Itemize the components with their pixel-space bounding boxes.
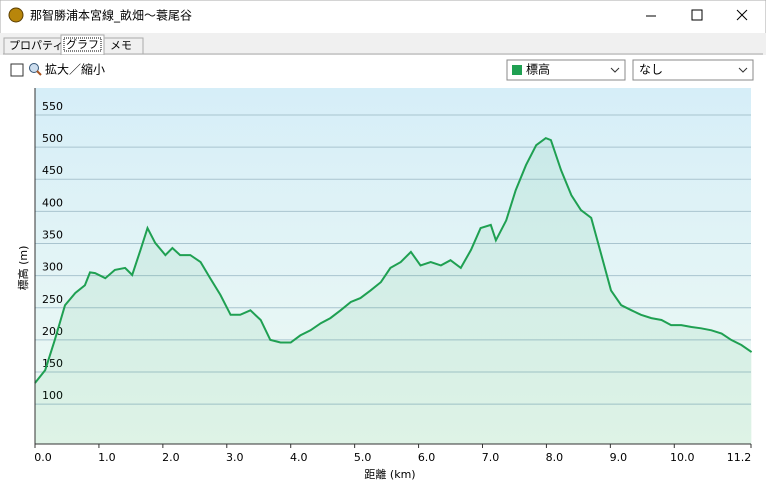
x-axis-label: 距離 (km) bbox=[364, 467, 415, 481]
y-tick-label: 550 bbox=[42, 100, 63, 113]
checkbox[interactable] bbox=[10, 63, 24, 77]
x-tick-label: 3.0 bbox=[226, 451, 244, 464]
x-tick-label: 6.0 bbox=[418, 451, 436, 464]
zoom-label[interactable]: 拡大／縮小 bbox=[45, 62, 105, 77]
x-tick-label: 11.2 bbox=[727, 451, 752, 464]
x-tick-label: 9.0 bbox=[610, 451, 628, 464]
tab-label[interactable]: グラフ bbox=[66, 37, 99, 51]
tab-label[interactable]: メモ bbox=[110, 39, 132, 52]
window-title: 那智勝浦本宮線_畝畑～蓑尾谷 bbox=[30, 8, 192, 23]
zoom-icon bbox=[36, 70, 42, 76]
focus bbox=[63, 37, 102, 52]
x-tick-label: 8.0 bbox=[546, 451, 564, 464]
y-tick-label: 300 bbox=[42, 261, 63, 274]
y-tick-label: 500 bbox=[42, 132, 63, 145]
area bbox=[35, 138, 752, 444]
x-tick-label: 7.0 bbox=[482, 451, 500, 464]
app-icon bbox=[8, 7, 24, 23]
close[interactable] bbox=[736, 9, 748, 21]
tab-label[interactable]: プロパティ bbox=[9, 39, 63, 52]
y-tick-label: 450 bbox=[42, 164, 63, 177]
x-tick-label: 4.0 bbox=[290, 451, 308, 464]
y-tick-label: 400 bbox=[42, 196, 63, 209]
y-axis-label: 標高 (m) bbox=[16, 246, 30, 291]
x-tick-label: 1.0 bbox=[98, 451, 116, 464]
series-select[interactable] bbox=[506, 59, 626, 81]
line bbox=[34, 136, 753, 384]
x-tick-label: 2.0 bbox=[162, 451, 180, 464]
legend-swatch bbox=[512, 65, 522, 75]
select-label[interactable]: なし bbox=[639, 63, 663, 77]
legend-label[interactable]: 標高 bbox=[526, 62, 550, 77]
y-tick-label: 350 bbox=[42, 229, 63, 242]
y-tick-label: 250 bbox=[42, 293, 63, 306]
zoom-icon bbox=[29, 63, 39, 73]
tab[interactable] bbox=[103, 37, 144, 55]
x-tick-label: 10.0 bbox=[670, 451, 695, 464]
maximize[interactable] bbox=[691, 9, 703, 21]
y-tick-label: 100 bbox=[42, 389, 63, 402]
x-tick-label: 5.0 bbox=[354, 451, 372, 464]
dropdown-arrow bbox=[738, 67, 748, 73]
dropdown-arrow bbox=[610, 67, 620, 73]
x-tick-label: 0.0 bbox=[34, 451, 52, 464]
second-select[interactable] bbox=[632, 59, 754, 81]
